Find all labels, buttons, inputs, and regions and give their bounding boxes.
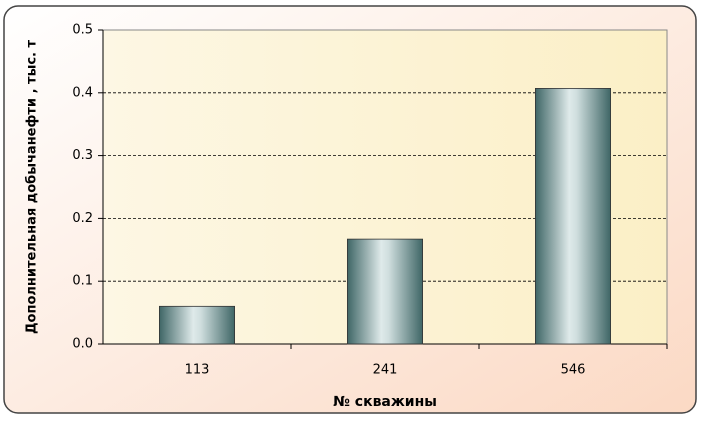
bar <box>158 305 235 345</box>
bar <box>346 238 423 345</box>
y-tick-label: 0.4 <box>72 85 93 100</box>
x-tick-label: 113 <box>185 363 210 378</box>
y-axis-label: Дополнительная добычанефти , тыс. т <box>25 40 40 335</box>
x-tick-label: 546 <box>561 363 586 378</box>
y-tick-label: 0.5 <box>72 23 93 38</box>
y-tick-label: 0.0 <box>72 337 93 352</box>
y-tick-label: 0.2 <box>72 211 93 226</box>
bar <box>535 88 612 345</box>
x-tick-label: 241 <box>373 363 398 378</box>
x-axis-label: № скважины <box>333 394 437 410</box>
y-tick-label: 0.1 <box>72 274 93 289</box>
y-tick-label: 0.3 <box>72 148 93 163</box>
